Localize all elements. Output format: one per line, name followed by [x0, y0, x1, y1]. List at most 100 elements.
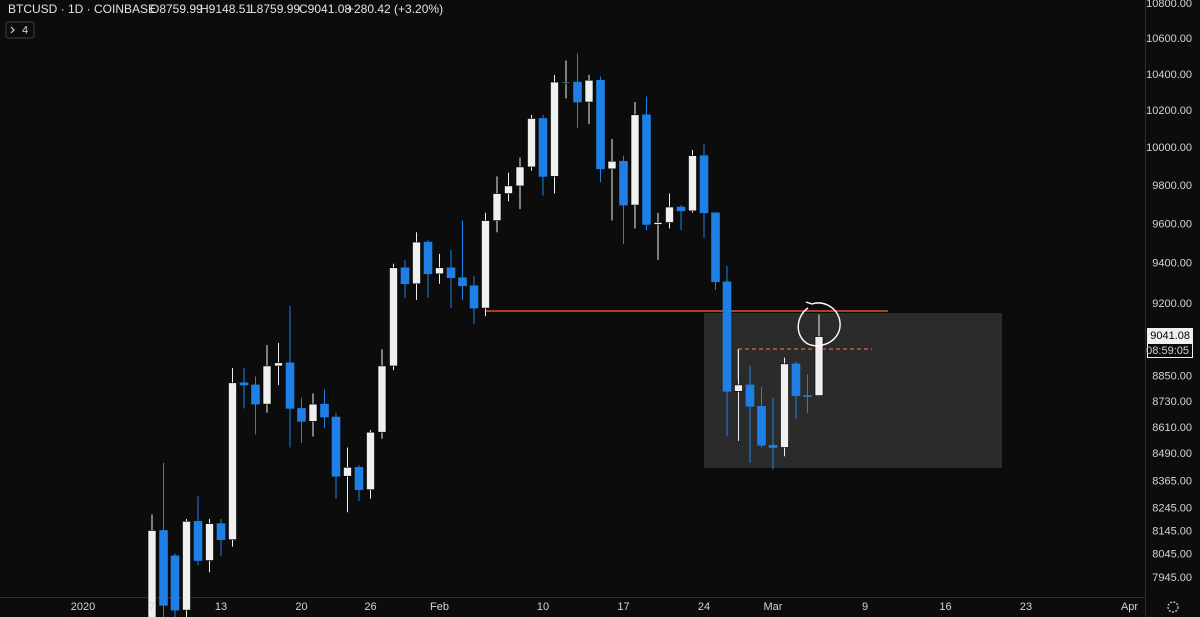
y-tick-label: 10400.00 [1146, 69, 1192, 81]
x-tick-label: 23 [1020, 601, 1032, 613]
y-tick-label: 8730.00 [1152, 396, 1192, 408]
symbol-title: BTCUSD · 1D · COINBASE [8, 2, 156, 16]
indicator-toggle[interactable] [5, 21, 35, 39]
ohlc-open: O8759.99 [150, 2, 203, 16]
candle-body [596, 79, 605, 170]
candle-body [435, 267, 444, 275]
candle-body [722, 281, 732, 392]
candles [147, 53, 824, 617]
candle-body [584, 79, 594, 103]
y-tick-label: 8245.00 [1152, 503, 1192, 515]
x-tick-label: Mar [764, 601, 783, 613]
candle-body [734, 384, 743, 392]
candle-body [538, 118, 548, 177]
candle-body [412, 241, 421, 285]
candle-body [182, 521, 191, 611]
candle-body [147, 530, 157, 617]
x-tick-label: 16 [939, 601, 951, 613]
y-tick-label: 8045.00 [1152, 549, 1192, 561]
candle-body [239, 382, 249, 386]
candle-body [561, 81, 571, 84]
candle-body [469, 285, 479, 309]
y-tick-label: 10000.00 [1146, 142, 1192, 154]
candle-body [458, 277, 467, 287]
candle-body [803, 395, 812, 397]
candle-body [423, 241, 433, 275]
y-tick-label: 9800.00 [1152, 180, 1192, 192]
ohlc-high: H9148.51 [200, 2, 252, 16]
indicator-count: 4 [22, 24, 28, 36]
candle-body [699, 155, 709, 214]
candle-body [205, 523, 214, 561]
candle-body [285, 362, 295, 409]
candle-body [780, 363, 789, 448]
candle-body [745, 384, 755, 407]
last-price-label: 9041.08 [1150, 330, 1190, 342]
y-tick-label: 9600.00 [1152, 218, 1192, 230]
y-tick-label: 8365.00 [1152, 476, 1192, 488]
candle-body [757, 405, 766, 446]
candle-body [251, 384, 260, 405]
settings-icon[interactable] [1167, 601, 1179, 613]
candle-body [688, 155, 697, 212]
candle-body [607, 160, 617, 170]
candle-body [274, 362, 283, 367]
candle-body [159, 530, 168, 606]
y-tick-label: 8145.00 [1152, 526, 1192, 538]
x-tick-label: 2020 [71, 601, 95, 613]
candle-body [228, 382, 237, 540]
x-tick-label: 13 [215, 601, 227, 613]
circle-annotation [797, 301, 841, 347]
candle-body [366, 431, 375, 490]
candle-body [400, 267, 410, 285]
candle-body [389, 267, 398, 367]
x-tick-label: 9 [862, 601, 868, 613]
candle-body [262, 365, 272, 405]
candle-body [343, 467, 352, 477]
x-tick-label: 10 [537, 601, 549, 613]
x-tick-label: Feb [430, 601, 449, 613]
x-tick-label: 20 [295, 601, 307, 613]
candle-body [619, 160, 628, 206]
y-tick-label: 8610.00 [1152, 422, 1192, 434]
chevron-icon [10, 26, 15, 34]
candle-body [354, 467, 364, 490]
candle-body [308, 403, 318, 422]
candle-body [504, 185, 513, 194]
y-tick-label: 9200.00 [1152, 298, 1192, 310]
candle-body [768, 445, 778, 448]
x-tick-label: 24 [698, 601, 710, 613]
y-tick-label: 9400.00 [1152, 258, 1192, 270]
candle-body [573, 81, 582, 103]
x-tick-label: 17 [617, 601, 629, 613]
candle-body [642, 114, 651, 225]
candle-body [170, 555, 180, 611]
countdown: 08:59:05 [1146, 345, 1189, 357]
candle-body [676, 206, 686, 212]
change-label: +280.42 (+3.20%) [347, 2, 443, 16]
candle-body [711, 212, 720, 283]
y-tick-label: 10200.00 [1146, 105, 1192, 117]
candle-body [446, 267, 456, 279]
candle-body [630, 114, 640, 206]
candle-body [481, 220, 490, 309]
candle-body [331, 416, 341, 477]
candle-body [515, 166, 525, 187]
candle-body [377, 365, 387, 433]
last-price-box [1147, 328, 1193, 343]
countdown-box [1147, 343, 1193, 358]
candle-body [791, 363, 801, 396]
x-tick-label: Apr [1121, 601, 1138, 613]
candle-body [550, 81, 559, 177]
candle-body [665, 206, 674, 223]
ohlc-low: L8759.99 [250, 2, 300, 16]
y-tick-label: 8850.00 [1152, 370, 1192, 382]
y-tick-label: 10800.00 [1146, 0, 1192, 10]
candle-body [216, 523, 226, 540]
candle-body [527, 118, 536, 168]
candle-body [297, 408, 306, 422]
x-tick-label: 7 [149, 601, 155, 613]
candle-body [193, 521, 203, 561]
y-tick-label: 8490.00 [1152, 448, 1192, 460]
y-tick-label: 10600.00 [1146, 33, 1192, 45]
